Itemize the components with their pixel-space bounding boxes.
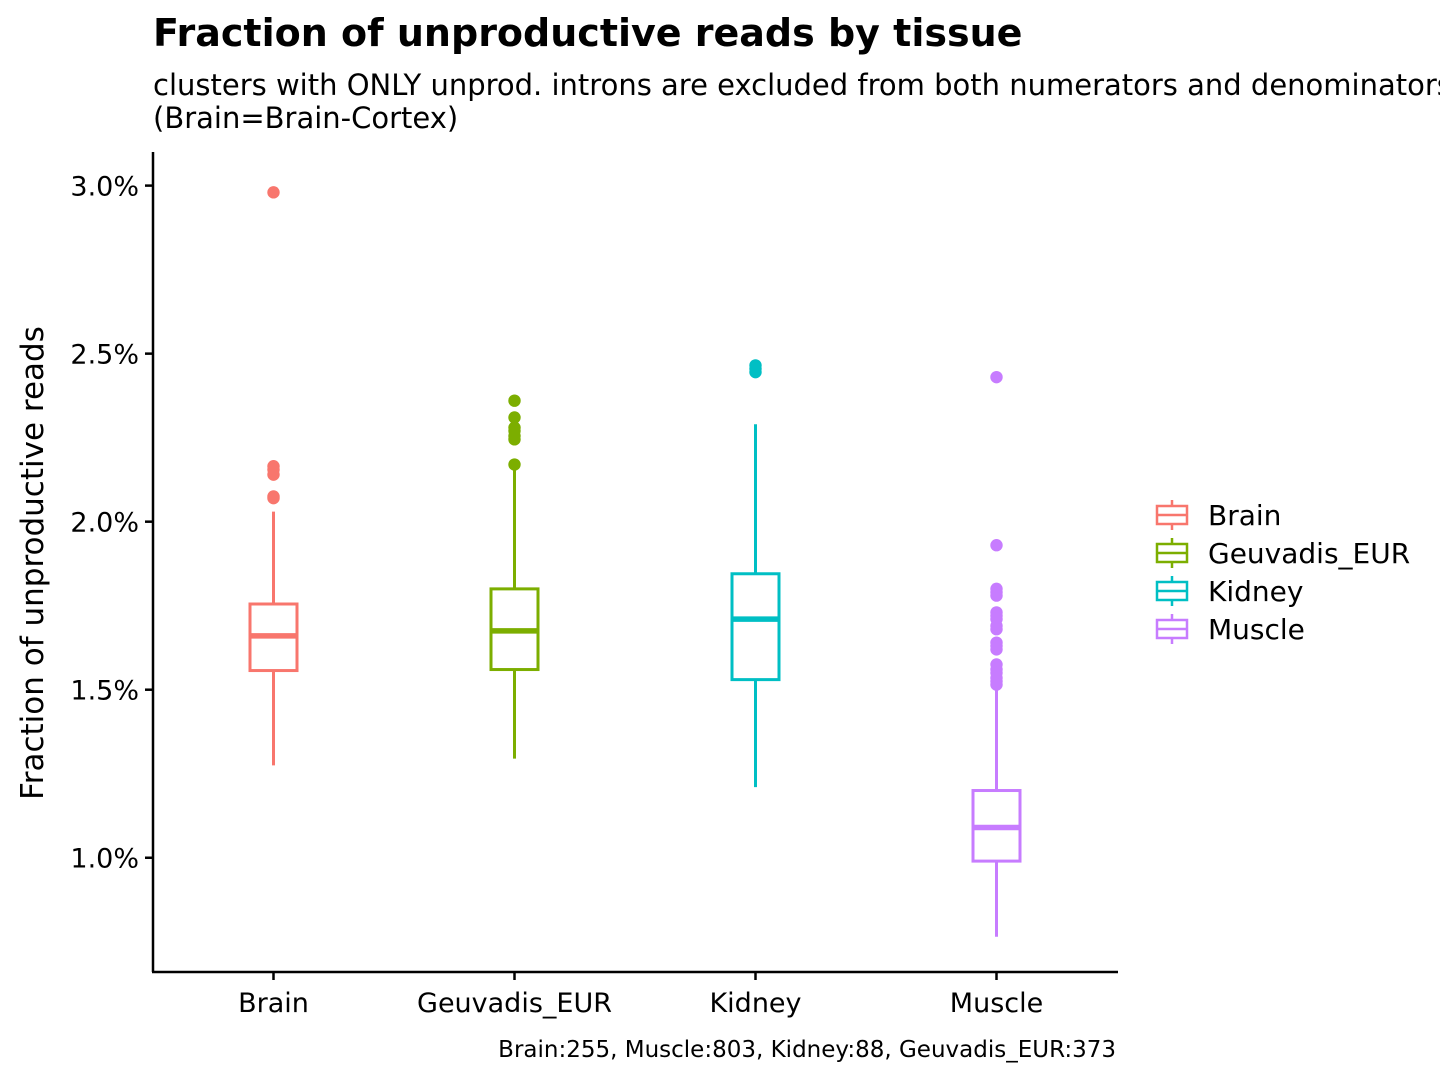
outlier-point <box>990 589 1003 602</box>
box-muscle <box>971 370 1022 937</box>
outlier-point <box>990 678 1003 691</box>
outlier-point <box>267 491 280 505</box>
outlier-point <box>990 370 1003 384</box>
chart-caption: Brain:255, Muscle:803, Kidney:88, Geuvad… <box>498 1037 1116 1063</box>
legend-item-muscle: Muscle <box>1155 613 1305 646</box>
legend-label: Geuvadis_EUR <box>1208 537 1410 570</box>
outlier-point <box>508 433 521 446</box>
legend-item-kidney: Kidney <box>1155 575 1303 608</box>
y-axis-ticks: 1.0% 1.5% 2.0% 2.5% 3.0% <box>70 172 153 875</box>
legend: Brain Geuvadis_EUR Kidney Muscle <box>1155 499 1410 646</box>
legend-item-geuvadis-eur: Geuvadis_EUR <box>1155 537 1410 570</box>
box-kidney <box>730 359 781 788</box>
y-tick-label: 1.0% <box>70 844 139 875</box>
y-tick-label: 3.0% <box>70 172 139 203</box>
legend-label: Muscle <box>1208 613 1305 646</box>
plot-area <box>248 186 1022 937</box>
x-tick-label: Brain <box>238 988 309 1019</box>
chart-title: Fraction of unproductive reads by tissue <box>153 11 1022 55</box>
outlier-point <box>990 538 1003 552</box>
outlier-point <box>508 458 521 471</box>
x-tick-label: Kidney <box>709 988 801 1019</box>
outlier-point <box>990 643 1003 656</box>
x-axis-ticks: Brain Geuvadis_EUR Kidney Muscle <box>238 972 1043 1019</box>
outlier-point <box>749 365 762 379</box>
outlier-point <box>508 411 521 424</box>
x-tick-label: Muscle <box>950 988 1043 1019</box>
iqr-box <box>730 572 781 682</box>
legend-label: Kidney <box>1208 575 1303 608</box>
outlier-point <box>508 394 521 407</box>
y-tick-label: 1.5% <box>70 676 139 707</box>
y-tick-label: 2.0% <box>70 508 139 539</box>
outlier-point <box>267 186 280 199</box>
y-axis-title: Fraction of unproductive reads <box>15 326 51 800</box>
chart-subtitle-line-2: (Brain=Brain-Cortex) <box>153 101 458 135</box>
outlier-point <box>990 623 1003 636</box>
x-tick-label: Geuvadis_EUR <box>417 988 612 1019</box>
box-brain <box>248 186 299 766</box>
outlier-point <box>267 468 280 481</box>
y-tick-label: 2.5% <box>70 340 139 371</box>
legend-label: Brain <box>1208 499 1281 532</box>
chart-subtitle-line-1: clusters with ONLY unprod. introns are e… <box>153 68 1440 102</box>
legend-item-brain: Brain <box>1155 499 1281 532</box>
box-geuvadis-eur <box>489 394 540 759</box>
